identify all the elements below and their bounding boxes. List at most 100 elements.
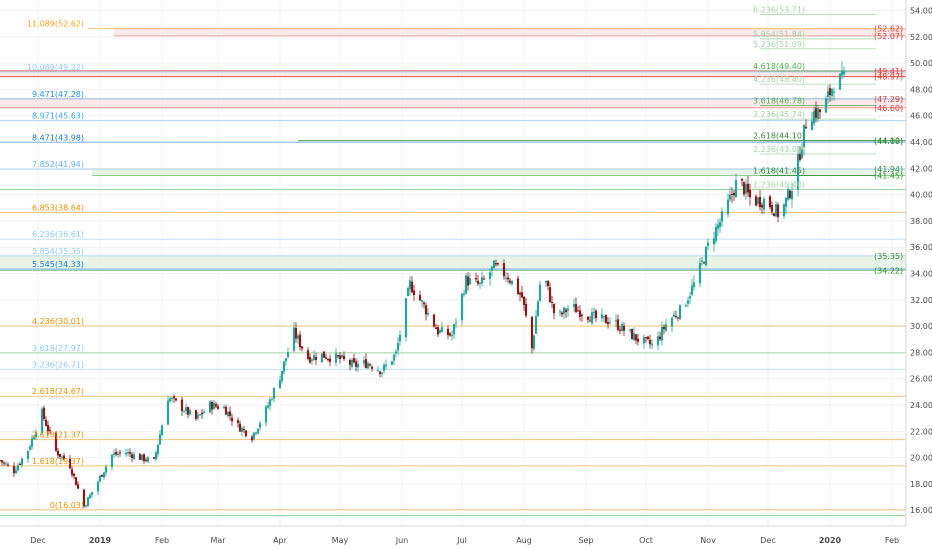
candle[interactable]: [378, 370, 382, 378]
candle[interactable]: [642, 334, 646, 349]
candle[interactable]: [508, 278, 512, 285]
candle[interactable]: [632, 327, 636, 342]
candle[interactable]: [118, 449, 122, 457]
candle[interactable]: [340, 353, 344, 359]
candle[interactable]: [662, 324, 666, 335]
candle[interactable]: [212, 400, 216, 410]
candle[interactable]: [824, 95, 828, 113]
candle[interactable]: [142, 453, 146, 465]
candle[interactable]: [564, 307, 568, 318]
candle[interactable]: [188, 408, 192, 417]
candle[interactable]: [356, 359, 360, 372]
candle[interactable]: [292, 321, 296, 353]
candle[interactable]: [68, 455, 72, 470]
candle[interactable]: [798, 146, 802, 162]
candle[interactable]: [714, 223, 718, 244]
candle[interactable]: [578, 305, 582, 322]
candle[interactable]: [16, 462, 20, 472]
candle[interactable]: [712, 232, 716, 252]
candle[interactable]: [110, 454, 114, 471]
candle[interactable]: [240, 426, 244, 437]
candle[interactable]: [744, 178, 748, 200]
candle[interactable]: [228, 406, 232, 421]
candle[interactable]: [84, 504, 88, 508]
candle[interactable]: [326, 358, 330, 362]
candle[interactable]: [366, 361, 370, 370]
candle[interactable]: [74, 476, 78, 486]
candle[interactable]: [672, 310, 676, 318]
candle[interactable]: [380, 372, 384, 378]
candle[interactable]: [522, 296, 526, 311]
candle[interactable]: [688, 292, 692, 304]
candle[interactable]: [210, 400, 214, 415]
candle[interactable]: [516, 275, 520, 296]
candle[interactable]: [306, 347, 310, 361]
candle[interactable]: [28, 444, 32, 451]
candle[interactable]: [154, 450, 158, 462]
candle[interactable]: [56, 447, 60, 459]
candle[interactable]: [814, 101, 818, 123]
candle[interactable]: [418, 290, 422, 302]
candle[interactable]: [630, 328, 634, 340]
candle[interactable]: [424, 302, 428, 321]
candle[interactable]: [384, 359, 388, 370]
candle[interactable]: [450, 330, 454, 341]
candle[interactable]: [434, 323, 438, 329]
candle[interactable]: [86, 496, 90, 507]
candle[interactable]: [48, 426, 52, 435]
candle[interactable]: [448, 332, 452, 337]
candle[interactable]: [202, 409, 206, 414]
candle[interactable]: [730, 187, 734, 203]
candle[interactable]: [404, 297, 408, 342]
candle[interactable]: [244, 429, 248, 438]
candle[interactable]: [392, 353, 396, 366]
candle[interactable]: [460, 292, 464, 326]
candle[interactable]: [480, 271, 484, 287]
candle[interactable]: [30, 434, 34, 450]
candle[interactable]: [586, 315, 590, 324]
candle[interactable]: [382, 362, 386, 374]
candle[interactable]: [284, 357, 288, 366]
candle[interactable]: [322, 351, 326, 358]
candle[interactable]: [674, 310, 678, 319]
candle[interactable]: [496, 262, 500, 267]
candle[interactable]: [408, 275, 412, 296]
candle[interactable]: [622, 322, 626, 336]
candle[interactable]: [352, 353, 356, 364]
candle[interactable]: [748, 183, 752, 206]
candle[interactable]: [572, 298, 576, 312]
candle[interactable]: [784, 197, 788, 215]
candle[interactable]: [732, 189, 736, 201]
candle[interactable]: [838, 72, 842, 90]
candle[interactable]: [438, 328, 442, 334]
candle[interactable]: [788, 189, 792, 200]
candle[interactable]: [774, 201, 778, 218]
candle[interactable]: [716, 218, 720, 237]
candle[interactable]: [728, 187, 732, 202]
candle[interactable]: [62, 453, 66, 462]
candle[interactable]: [804, 119, 808, 129]
candle[interactable]: [34, 429, 38, 441]
candle[interactable]: [76, 481, 80, 490]
candle[interactable]: [266, 401, 270, 409]
candle[interactable]: [2, 461, 6, 466]
candle[interactable]: [82, 488, 86, 509]
candle[interactable]: [552, 303, 556, 320]
candle[interactable]: [32, 434, 36, 440]
candle[interactable]: [648, 334, 652, 349]
candle[interactable]: [660, 321, 664, 346]
candle[interactable]: [54, 431, 58, 453]
price-axis[interactable]: 16.00 18.00 20.00 22.00 24.00 26.00 28.00 30.00…: [905, 0, 932, 526]
candle[interactable]: [376, 366, 380, 372]
candle[interactable]: [492, 259, 496, 269]
candle[interactable]: [796, 145, 800, 196]
candle[interactable]: [466, 271, 470, 291]
candle[interactable]: [758, 189, 762, 211]
candle[interactable]: [88, 493, 92, 499]
candle[interactable]: [538, 280, 542, 302]
candle[interactable]: [566, 304, 570, 317]
candle[interactable]: [490, 266, 494, 277]
candle[interactable]: [684, 303, 688, 307]
candle[interactable]: [656, 331, 660, 351]
candle[interactable]: [422, 301, 426, 309]
